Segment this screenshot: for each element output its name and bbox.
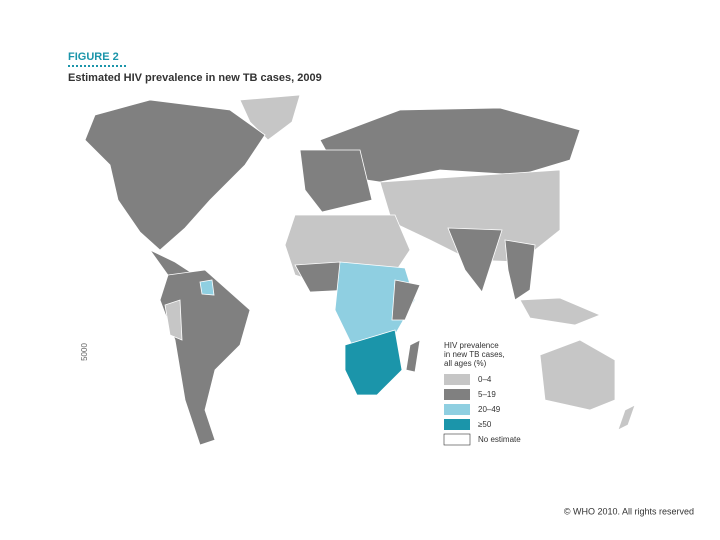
andes: [164, 299, 183, 341]
legend-title: all ages (%): [444, 359, 487, 368]
world-map: [84, 94, 636, 446]
legend-label: 20–49: [478, 405, 501, 414]
madagascar: [405, 339, 421, 373]
legend-title: HIV prevalence: [444, 341, 499, 350]
side-label: 5000: [80, 343, 89, 361]
legend-label: 0–4: [478, 375, 492, 384]
guyana: [199, 279, 215, 296]
legend-label: No estimate: [478, 435, 521, 444]
legend-swatch: [443, 433, 471, 446]
indonesia: [519, 297, 602, 326]
australia: [539, 339, 616, 411]
south-america: [159, 269, 251, 446]
legend-label: ≥50: [478, 420, 492, 429]
greenland: [239, 94, 301, 141]
southeast-asia: [504, 239, 536, 301]
india: [447, 227, 503, 293]
north-america: [84, 99, 266, 251]
legend-swatch: [444, 404, 470, 415]
southern-africa: [344, 329, 403, 396]
legend: HIV prevalence in new TB cases, all ages…: [443, 341, 521, 446]
map-title: Estimated HIV prevalence in new TB cases…: [68, 72, 322, 84]
legend-label: 5–19: [478, 390, 496, 399]
copyright: © WHO 2010. All rights reserved: [564, 506, 694, 516]
new-zealand: [617, 404, 636, 431]
legend-swatch: [444, 374, 470, 385]
europe: [299, 149, 373, 213]
legend-swatch: [444, 419, 470, 430]
legend-swatch: [444, 389, 470, 400]
legend-title: in new TB cases,: [444, 350, 505, 359]
east-africa: [391, 279, 421, 321]
figure-label: FIGURE 2: [68, 51, 119, 63]
